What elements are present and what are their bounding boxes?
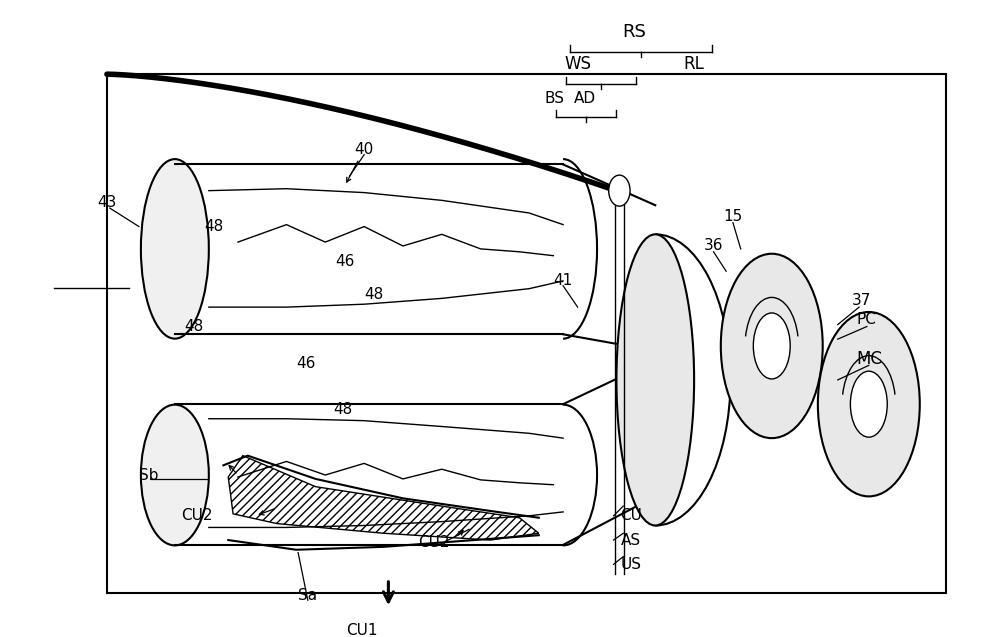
Text: PC: PC [857, 312, 877, 327]
Text: 37: 37 [851, 293, 871, 308]
Text: US: US [621, 557, 642, 572]
Ellipse shape [850, 371, 887, 437]
Text: 48: 48 [333, 401, 352, 417]
Text: 48: 48 [364, 287, 383, 302]
Text: 15: 15 [723, 210, 743, 224]
Text: AS: AS [621, 533, 641, 548]
Text: Sb: Sb [139, 468, 158, 482]
Ellipse shape [609, 175, 630, 206]
Text: 41: 41 [553, 273, 573, 289]
Ellipse shape [141, 404, 209, 545]
Text: 48: 48 [204, 219, 223, 234]
Text: CU1: CU1 [346, 623, 378, 637]
Text: 46: 46 [296, 356, 316, 371]
Text: 36: 36 [704, 238, 723, 254]
Ellipse shape [721, 254, 823, 438]
Text: BS: BS [544, 91, 564, 106]
Text: 40: 40 [354, 143, 374, 157]
Ellipse shape [141, 159, 209, 339]
Text: CU: CU [620, 508, 642, 523]
Text: CU2: CU2 [418, 536, 450, 550]
Text: CU2: CU2 [181, 508, 213, 523]
Text: Sa: Sa [298, 588, 317, 603]
Text: RL: RL [684, 55, 705, 73]
Text: AD: AD [574, 91, 596, 106]
Text: 46: 46 [335, 254, 354, 269]
Ellipse shape [616, 234, 694, 526]
Text: 48: 48 [185, 319, 204, 334]
Text: RS: RS [622, 24, 646, 41]
Text: MC: MC [856, 350, 882, 368]
Polygon shape [107, 74, 946, 594]
Text: WS: WS [564, 55, 591, 73]
Ellipse shape [818, 312, 920, 496]
Text: 43: 43 [97, 195, 117, 210]
Ellipse shape [753, 313, 790, 379]
